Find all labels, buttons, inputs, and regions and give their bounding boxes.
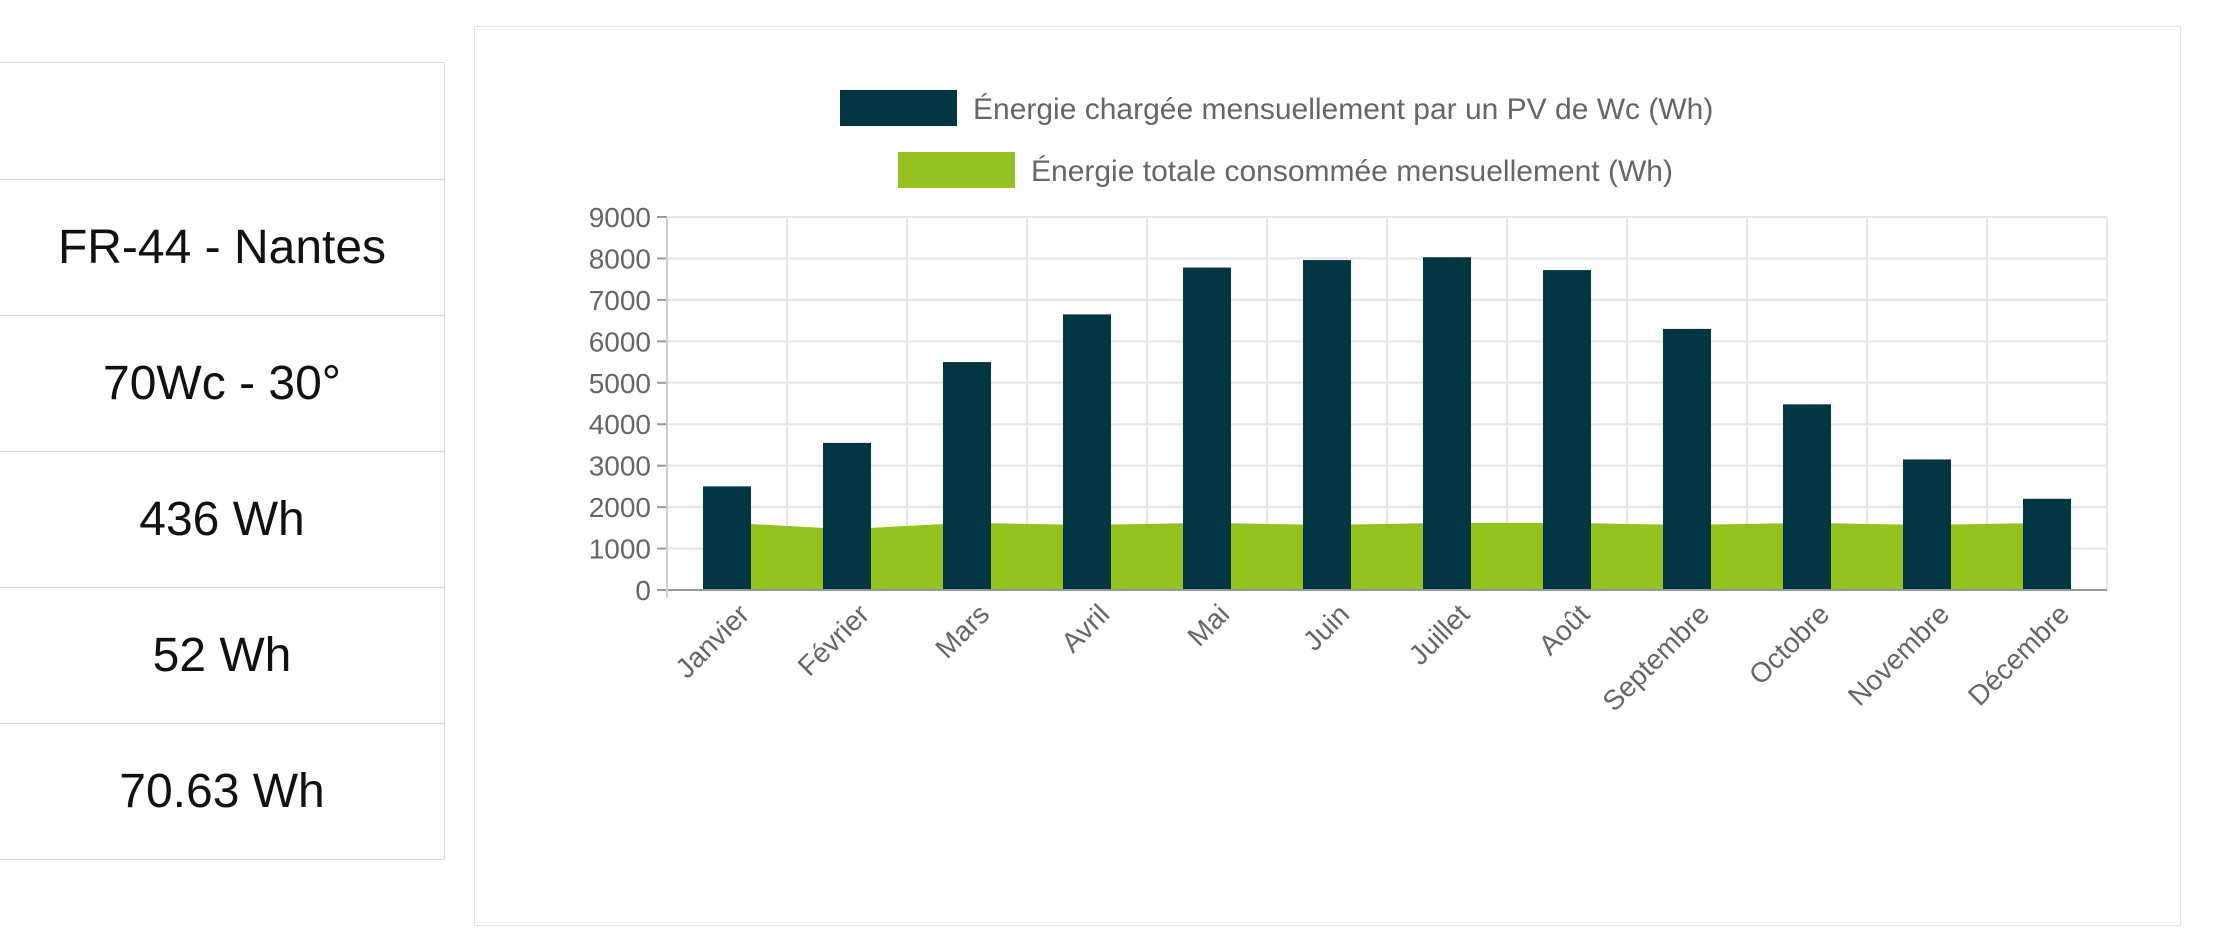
bar-septembre	[1663, 328, 1711, 590]
y-tick-label: 2000	[589, 492, 651, 523]
x-tick-label: Mai	[1181, 598, 1235, 652]
x-tick-label: Janvier	[669, 598, 755, 684]
legend-label-bar: Énergie chargée mensuellement par un PV …	[973, 93, 1713, 126]
x-tick-label: Juillet	[1403, 598, 1476, 671]
legend-label-area: Énergie totale consommée mensuellement (…	[1031, 155, 1673, 188]
info-row-header	[0, 63, 444, 179]
location-value: FR-44 - Nantes	[57, 221, 387, 274]
y-tick-label: 1000	[589, 534, 651, 565]
y-tick-label: 4000	[589, 409, 651, 440]
y-tick-label: 6000	[589, 326, 651, 357]
x-tick-label: Août	[1533, 598, 1596, 661]
energy-value-2: 52 Wh	[152, 629, 292, 682]
bar-juillet	[1423, 257, 1471, 590]
bar-avril	[1063, 314, 1111, 590]
legend-swatch-bar	[840, 90, 957, 126]
info-row-location: FR-44 - Nantes	[0, 179, 444, 315]
bar-octobre	[1783, 404, 1831, 590]
panel-value: 70Wc - 30°	[103, 357, 341, 410]
bar-janvier	[703, 486, 751, 590]
x-tick-label: Octobre	[1743, 598, 1835, 690]
y-tick-label: 3000	[589, 451, 651, 482]
info-row-energy-2: 52 Wh	[0, 587, 444, 723]
bar-août	[1543, 270, 1591, 590]
y-tick-label: 9000	[589, 202, 651, 233]
info-row-panel: 70Wc - 30°	[0, 315, 444, 451]
chart: Énergie chargée mensuellement par un PV …	[589, 90, 2108, 717]
info-table: FR-44 - Nantes 70Wc - 30° 436 Wh 52 Wh 7…	[0, 62, 445, 860]
x-tick-label: Juin	[1297, 598, 1355, 656]
bar-juin	[1303, 260, 1351, 590]
bar-mai	[1183, 267, 1231, 590]
bar-décembre	[2023, 498, 2071, 590]
bar-novembre	[1903, 459, 1951, 590]
y-tick-label: 8000	[589, 243, 651, 274]
bar-mars	[943, 362, 991, 590]
bar-février	[823, 442, 871, 590]
y-tick-label: 7000	[589, 285, 651, 316]
x-tick-label: Novembre	[1842, 598, 1955, 711]
info-row-energy-1: 436 Wh	[0, 451, 444, 587]
x-tick-label: Avril	[1055, 598, 1115, 658]
x-tick-label: Mars	[929, 598, 995, 664]
x-tick-label: Décembre	[1962, 598, 2075, 711]
y-tick-label: 5000	[589, 368, 651, 399]
area-series-consumption	[727, 522, 2047, 590]
info-row-energy-3: 70.63 Wh	[0, 723, 444, 859]
x-tick-label: Février	[792, 598, 876, 682]
y-tick-label: 0	[635, 575, 651, 606]
legend-swatch-area	[898, 152, 1015, 188]
energy-value-3: 70.63 Wh	[119, 765, 325, 818]
chart-panel: Énergie chargée mensuellement par un PV …	[474, 26, 2181, 926]
x-tick-label: Septembre	[1596, 598, 1715, 717]
energy-value-1: 436 Wh	[139, 493, 305, 546]
